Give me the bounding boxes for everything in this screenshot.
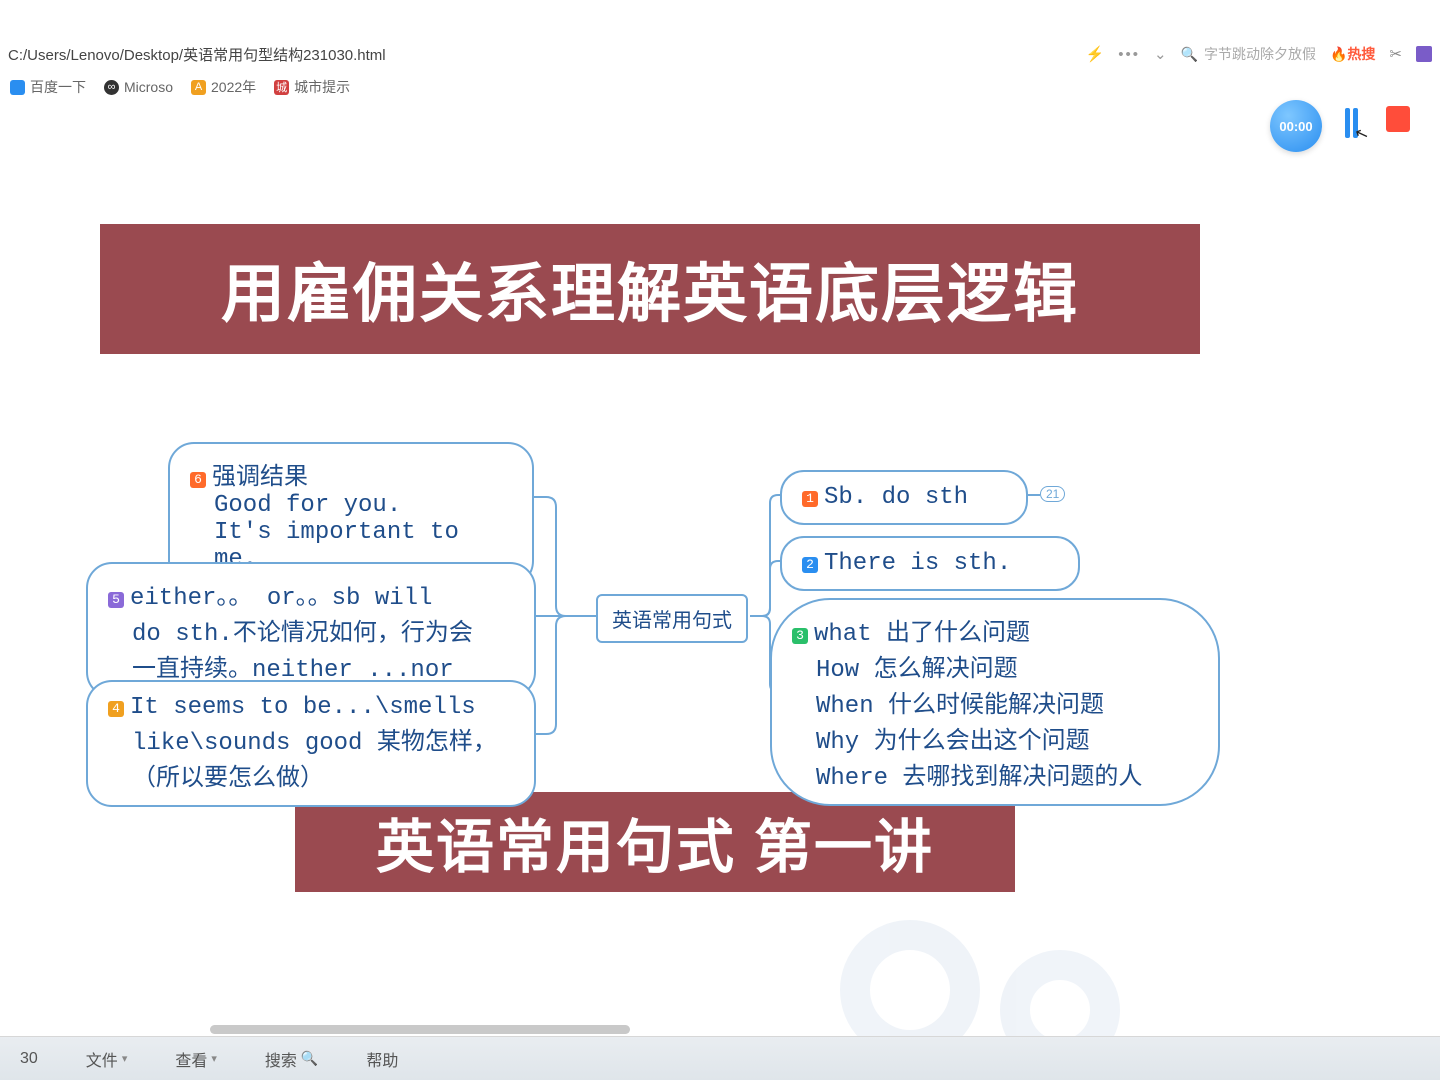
node-line: （所以要怎么做） (108, 757, 514, 793)
hot-label[interactable]: 🔥热搜 (1330, 44, 1375, 64)
node-line: Where 去哪找到解决问题的人 (792, 756, 1198, 792)
search-icon: 🔍 (1181, 46, 1198, 63)
mindmap-node-right[interactable]: 3what 出了什么问题How 怎么解决问题When 什么时候能解决问题Why … (770, 598, 1220, 806)
address-bar-right: ⚡ ••• ⌄ 🔍 字节跳动除夕放假 🔥热搜 ✂ (1086, 44, 1432, 64)
node-tag: 1 (802, 491, 818, 507)
node-line: do sth.不论情况如何，行为会 (108, 612, 514, 648)
node-line: 6强调结果 (190, 456, 512, 492)
node-line: like\sounds good 某物怎样， (108, 721, 514, 757)
bottom-left-number: 30 (20, 1050, 38, 1068)
menu-file[interactable]: 文件▾ (86, 1047, 128, 1071)
node-line: Good for you. (190, 492, 512, 519)
more-icon[interactable]: ••• (1118, 46, 1140, 63)
bookmark-item[interactable]: A 2022年 (191, 77, 256, 97)
bookmark-icon: 城 (274, 80, 289, 95)
bookmark-icon: ∞ (104, 80, 119, 95)
node-line: 一直持续。neither ...nor (108, 648, 514, 684)
title-banner-bottom: 英语常用句式 第一讲 (295, 792, 1015, 892)
menu-help[interactable]: 帮助 (366, 1047, 398, 1071)
node-line: 4It seems to be...\smells (108, 694, 514, 721)
extension-icon[interactable] (1416, 46, 1432, 62)
mindmap-node-right[interactable]: 2There is sth. (780, 536, 1080, 591)
background-decoration (800, 930, 1200, 1050)
search-placeholder: 字节跳动除夕放假 (1204, 44, 1316, 64)
node-line: 3what 出了什么问题 (792, 612, 1198, 648)
mindmap-node-left[interactable]: 4It seems to be...\smellslike\sounds goo… (86, 680, 536, 807)
bookmark-item[interactable]: 百度一下 (10, 77, 86, 97)
mindmap-center-node[interactable]: 英语常用句式 (596, 594, 748, 643)
address-bar: C:/Users/Lenovo/Desktop/英语常用句型结构231030.h… (0, 40, 1440, 68)
node-line: 2There is sth. (802, 550, 1058, 577)
menu-search[interactable]: 搜索🔍 (265, 1047, 318, 1071)
scissors-icon[interactable]: ✂ (1389, 45, 1402, 63)
node-line: 5either。。 or。。sb will (108, 576, 514, 612)
node-tag: 3 (792, 628, 808, 644)
node-tag: 2 (802, 557, 818, 573)
bookmark-item[interactable]: 城 城市提示 (274, 77, 350, 97)
title-banner-bottom-text: 英语常用句式 第一讲 (376, 800, 934, 884)
node-tag: 6 (190, 472, 206, 488)
bookmark-icon: A (191, 80, 206, 95)
mindmap-node-left[interactable]: 5either。。 or。。sb willdo sth.不论情况如何，行为会一直… (86, 562, 536, 698)
menu-view[interactable]: 查看▾ (175, 1047, 217, 1071)
mindmap-node-right[interactable]: 1Sb. do sth (780, 470, 1028, 525)
node-line: How 怎么解决问题 (792, 648, 1198, 684)
title-banner-top: 用雇佣关系理解英语底层逻辑 (100, 224, 1200, 354)
chevron-down-icon[interactable]: ⌄ (1154, 45, 1167, 63)
horizontal-scrollbar[interactable] (210, 1025, 630, 1034)
timer-text: 00:00 (1279, 119, 1312, 134)
node-line: Why 为什么会出这个问题 (792, 720, 1198, 756)
title-banner-top-text: 用雇佣关系理解英语底层逻辑 (221, 243, 1079, 335)
bottom-menu-bar: 30 文件▾ 查看▾ 搜索🔍 帮助 (0, 1036, 1440, 1080)
node-tag: 4 (108, 701, 124, 717)
node-tag: 5 (108, 592, 124, 608)
node-line: 1Sb. do sth (802, 484, 1006, 511)
record-stop-button[interactable] (1386, 106, 1410, 132)
search-box[interactable]: 🔍 字节跳动除夕放假 (1181, 44, 1316, 64)
timer-badge[interactable]: 00:00 (1270, 100, 1322, 152)
node-line: When 什么时候能解决问题 (792, 684, 1198, 720)
bookmarks-bar: 百度一下 ∞ Microso A 2022年 城 城市提示 (0, 74, 1440, 100)
bolt-icon: ⚡ (1086, 45, 1105, 63)
url-text: C:/Users/Lenovo/Desktop/英语常用句型结构231030.h… (8, 44, 1086, 65)
cursor-icon: ↖ (1352, 122, 1371, 145)
child-count-badge: 21 (1040, 486, 1065, 502)
bookmark-icon (10, 80, 25, 95)
bookmark-item[interactable]: ∞ Microso (104, 79, 173, 95)
